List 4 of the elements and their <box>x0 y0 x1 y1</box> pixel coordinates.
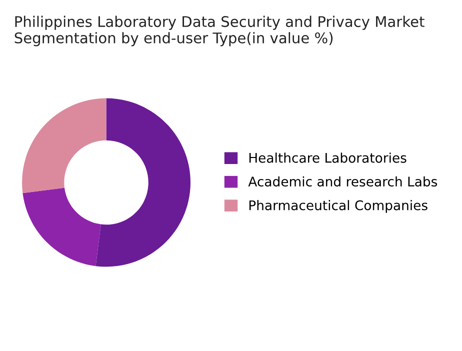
legend-label: Academic and research Labs <box>248 176 438 187</box>
chart-title: Philippines Laboratory Data Security and Privacy Market Segmentation by end-user Type(in value %) <box>14 16 424 46</box>
legend-label: Pharmaceutical Companies <box>249 200 428 213</box>
legend-label: Healthcare Laboratories <box>249 152 406 163</box>
